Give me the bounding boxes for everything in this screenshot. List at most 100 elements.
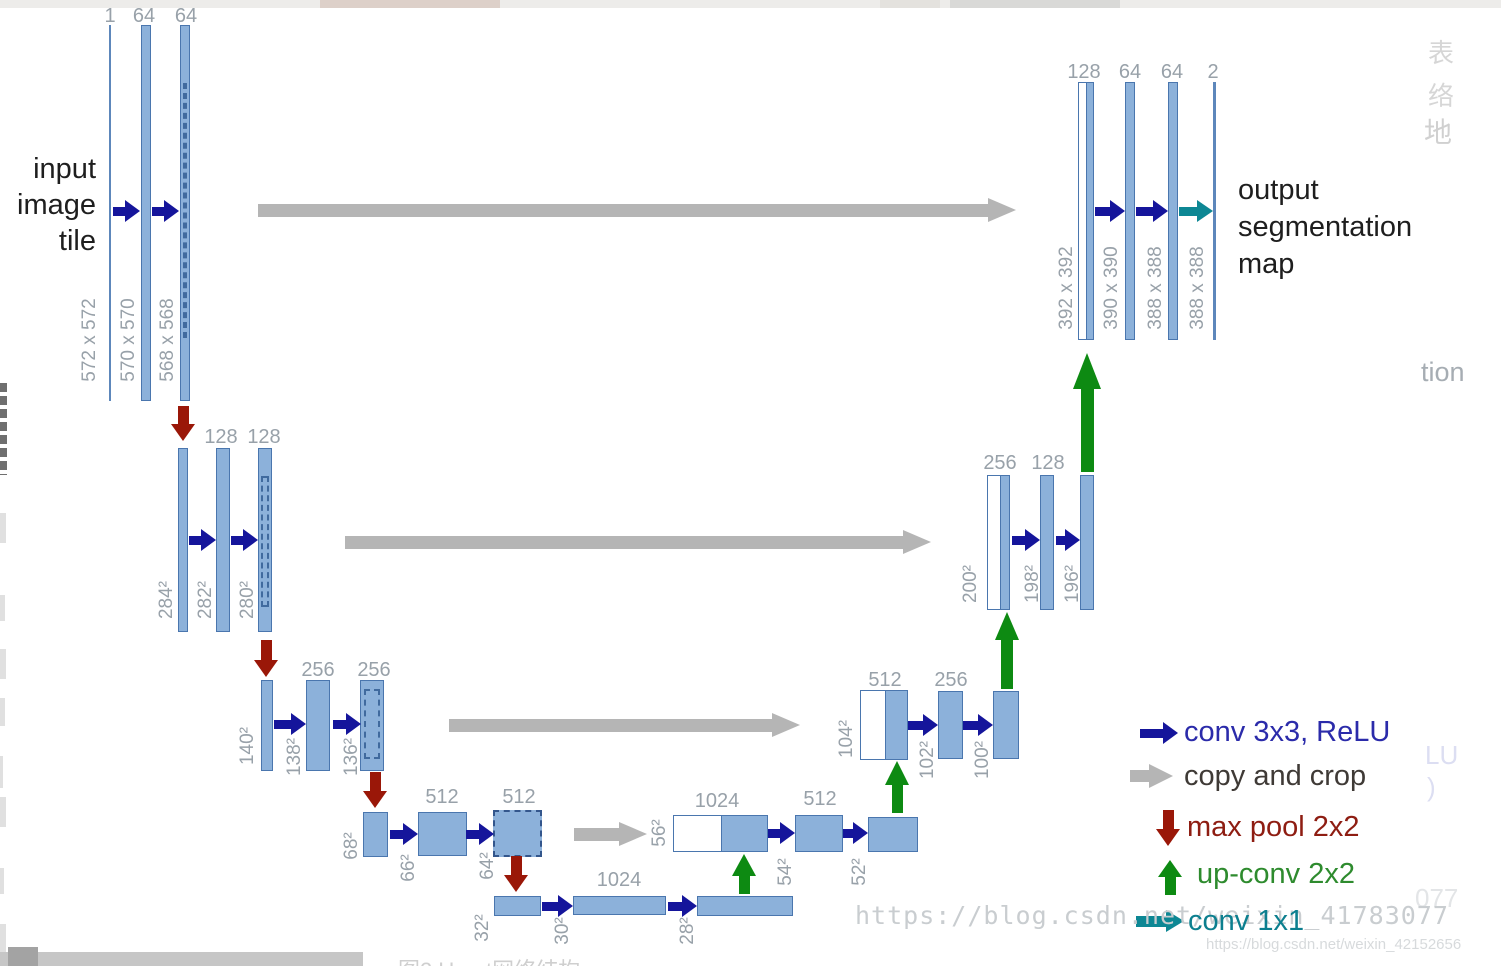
arrow-head	[903, 530, 931, 554]
arrow-head	[1163, 722, 1178, 744]
edge-cn-char: 地	[1424, 117, 1453, 148]
max-pool-arrow	[363, 772, 387, 808]
arrow-head	[885, 761, 909, 785]
conv3x3-arrow	[668, 895, 697, 917]
spatial-size-label: 54²	[775, 858, 796, 886]
channel-count-label: 512	[868, 669, 902, 691]
left-edge-artifact	[0, 868, 4, 894]
concat-upconv-part	[1086, 83, 1093, 339]
arrow-stem	[1162, 810, 1174, 831]
input-image-tile-label: input image tile	[0, 151, 96, 259]
arrow-head	[504, 875, 528, 892]
arrow-stem	[574, 827, 621, 841]
conv3x3-arrow	[768, 822, 795, 844]
spatial-size-label: 388 x 388	[1145, 246, 1166, 330]
feature-map-line	[109, 25, 111, 401]
channel-count-label: 1024	[694, 790, 740, 812]
concat-upconv-part	[1000, 476, 1009, 609]
legend-copy-crop-label: copy and crop	[1184, 760, 1367, 792]
up-conv-arrow	[885, 761, 909, 813]
spatial-size-label: 200²	[960, 564, 981, 604]
left-edge-artifact	[0, 756, 3, 788]
channel-count-label: 64	[1160, 61, 1184, 83]
arrow-stem	[1001, 638, 1013, 689]
feature-map-bar	[216, 448, 230, 632]
arrow-head	[682, 895, 697, 917]
arrow-stem	[1056, 535, 1067, 545]
max-pool-arrow	[171, 406, 195, 441]
arrow-head	[201, 529, 216, 551]
channel-count-label: 64	[1118, 61, 1142, 83]
arrow-head	[1166, 910, 1184, 932]
conv3x3-arrow	[1012, 529, 1040, 551]
arrow-stem	[1136, 206, 1155, 216]
spatial-size-label: 136²	[341, 737, 362, 777]
spatial-size-label: 572 x 572	[79, 298, 100, 382]
copy-crop-arrow	[449, 713, 800, 737]
feature-map-bar	[938, 691, 963, 759]
arrow-stem	[189, 535, 203, 545]
conv3x3-arrow	[843, 822, 868, 844]
channel-count-label: 128	[247, 426, 281, 448]
feature-map-concat	[673, 815, 768, 852]
arrow-stem	[668, 901, 684, 911]
conv3x3-arrow	[963, 714, 993, 736]
arrow-head	[619, 822, 647, 846]
arrow-head	[1065, 529, 1080, 551]
spatial-size-label: 64²	[477, 852, 498, 880]
max-pool-arrow	[254, 640, 278, 677]
legend-max-pool-label: max pool 2x2	[1187, 811, 1360, 843]
up-conv-arrow	[732, 854, 756, 894]
legend-copy-crop-arrow	[1130, 764, 1173, 788]
spatial-size-label: 28²	[677, 917, 698, 945]
feature-map-bar	[306, 680, 330, 771]
legend-conv1x1-arrow	[1136, 910, 1184, 932]
spatial-size-label: 104²	[836, 719, 857, 759]
arrow-stem	[333, 719, 348, 729]
spatial-size-label: 392 x 392	[1056, 246, 1077, 330]
spatial-size-label: 100²	[972, 740, 993, 780]
feature-map-bar	[363, 812, 388, 857]
conv1x1-arrow	[1179, 200, 1213, 222]
arrow-stem	[908, 720, 925, 730]
arrow-stem	[1130, 770, 1151, 782]
concat-copied-part	[861, 691, 885, 759]
spatial-size-label: 568 x 568	[157, 298, 178, 382]
spatial-size-label: 66²	[398, 854, 419, 882]
left-edge-artifact	[0, 513, 6, 543]
feature-map-concat	[1078, 82, 1094, 340]
channel-count-label: 2	[1207, 61, 1219, 83]
copy-crop-dashed-outline	[261, 476, 269, 607]
conv3x3-arrow	[274, 713, 306, 735]
spatial-size-label: 282²	[195, 580, 216, 620]
copy-crop-arrow	[574, 822, 647, 846]
top-edge-artifact	[880, 0, 940, 8]
arrow-stem	[231, 535, 245, 545]
feature-map-bar	[1040, 475, 1054, 610]
channel-count-label: 512	[502, 786, 536, 808]
spatial-size-label: 280²	[237, 580, 258, 620]
arrow-stem	[152, 206, 166, 216]
edge-cn-char: 络	[1428, 81, 1455, 111]
arrow-head	[732, 854, 756, 876]
spatial-size-label: 68²	[341, 832, 362, 860]
channel-count-label: 256	[301, 659, 335, 681]
bottom-scrollbar-thumb-artifact	[8, 947, 38, 966]
feature-map-copy-source	[493, 810, 542, 857]
output-label-line: map	[1238, 248, 1295, 280]
conv3x3-arrow	[1056, 529, 1080, 551]
spatial-size-label: 32²	[472, 914, 493, 942]
arrow-stem	[542, 901, 560, 911]
up-conv-arrow	[995, 612, 1019, 689]
copy-crop-arrow	[345, 530, 931, 554]
feature-map-bar	[868, 817, 918, 852]
channel-count-label: 512	[425, 786, 459, 808]
feature-map-line	[1213, 82, 1216, 340]
legend-up-conv-arrow	[1158, 860, 1182, 895]
concat-copied-part	[1079, 83, 1086, 339]
channel-count-label: 256	[934, 669, 968, 691]
spatial-size-label: 52²	[849, 858, 870, 886]
left-edge-artifact	[0, 698, 5, 726]
arrow-head	[1149, 764, 1173, 788]
